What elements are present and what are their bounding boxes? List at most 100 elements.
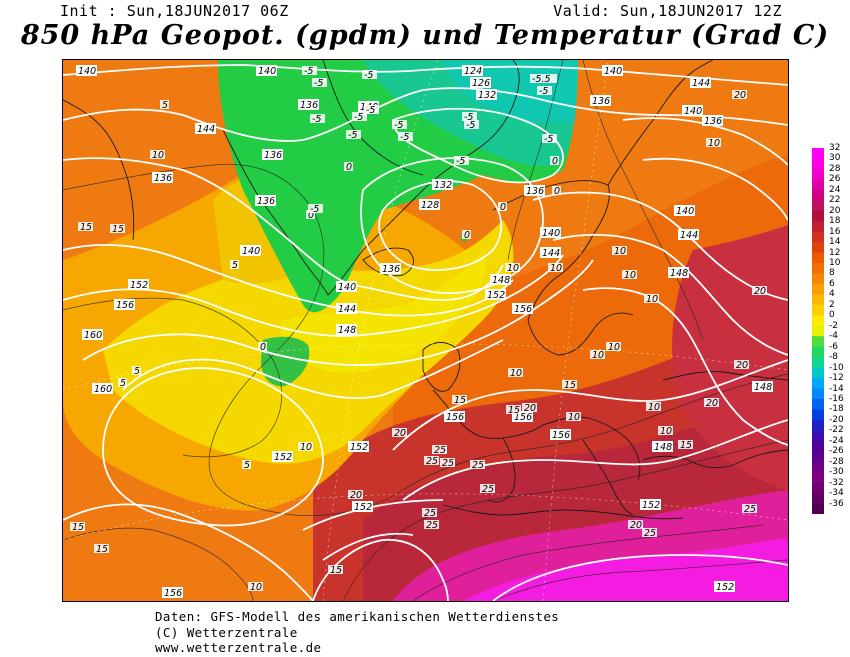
svg-text:5: 5 xyxy=(134,366,140,377)
svg-text:0: 0 xyxy=(554,186,560,197)
geopotential-contours xyxy=(63,64,788,601)
legend-swatch xyxy=(812,315,824,327)
temperature-label: 25 xyxy=(424,520,439,531)
temperature-label: 10 xyxy=(566,412,581,423)
geopotential-label: 144 xyxy=(690,77,711,89)
temperature-label: 15 xyxy=(678,440,693,451)
temperature-label: -5 xyxy=(364,105,379,116)
temperature-label: 15 xyxy=(506,405,521,416)
temperature-label: 25 xyxy=(440,458,455,469)
svg-text:156: 156 xyxy=(552,430,570,441)
geopotential-label: 140 xyxy=(256,65,277,77)
temperature-label: 0 xyxy=(550,156,559,167)
svg-text:148: 148 xyxy=(338,325,356,336)
svg-text:5: 5 xyxy=(232,260,238,271)
svg-text:15: 15 xyxy=(112,224,124,235)
temperature-label: 15 xyxy=(78,222,93,233)
geopotential-label: 148 xyxy=(652,441,673,453)
svg-text:15: 15 xyxy=(564,380,576,391)
svg-text:25: 25 xyxy=(424,508,436,519)
geopotential-label: 132 xyxy=(476,89,497,101)
svg-text:25: 25 xyxy=(472,460,484,471)
geopotential-label: 148 xyxy=(668,267,689,279)
svg-text:0: 0 xyxy=(346,162,352,173)
svg-text:136: 136 xyxy=(526,186,544,197)
geopotential-label: 148 xyxy=(336,324,357,336)
temperature-label: 10 xyxy=(298,442,313,453)
svg-text:126: 126 xyxy=(472,78,490,89)
svg-text:144: 144 xyxy=(542,248,560,259)
legend-swatch xyxy=(812,388,824,400)
legend-label: -18 xyxy=(829,404,844,415)
legend-swatch xyxy=(812,440,824,452)
legend-label: 2 xyxy=(829,299,835,310)
temperature-label: 15 xyxy=(70,522,85,533)
svg-text:156: 156 xyxy=(116,300,134,311)
temperature-label: 0 xyxy=(552,186,561,197)
legend-label: 22 xyxy=(829,195,841,206)
svg-text:20: 20 xyxy=(350,490,362,501)
temperature-label: 10 xyxy=(248,582,263,593)
legend-label: -30 xyxy=(829,467,844,478)
temperature-label: 20 xyxy=(732,90,747,101)
temperature-label: 5 xyxy=(160,100,169,111)
temperature-label: 0 xyxy=(258,342,267,353)
legend-label: 32 xyxy=(829,143,841,153)
init-time: Init : Sun,18JUN2017 06Z xyxy=(60,2,289,20)
svg-text:144: 144 xyxy=(692,78,710,89)
geopotential-label: 152 xyxy=(348,441,369,453)
geopotential-label: 152 xyxy=(352,501,373,513)
svg-text:20: 20 xyxy=(754,286,766,297)
geopotential-label: 136 xyxy=(152,172,173,184)
temperature-label: 0 xyxy=(306,210,315,221)
geopotential-label: 152 xyxy=(640,499,661,511)
temperature-label: -5 xyxy=(398,132,413,143)
legend-swatch xyxy=(812,430,824,442)
temperature-label: -5 xyxy=(392,120,407,131)
svg-text:0: 0 xyxy=(500,202,506,213)
svg-text:-5: -5 xyxy=(348,130,357,141)
svg-text:-5: -5 xyxy=(539,86,548,97)
temperature-label: 20 xyxy=(348,490,363,501)
map-title: 850 hPa Geopot. (gpdm) und Temperatur (G… xyxy=(20,20,830,51)
svg-text:148: 148 xyxy=(654,442,672,453)
legend-swatch xyxy=(812,168,824,180)
geopotential-label: 140 xyxy=(682,105,703,117)
svg-text:140: 140 xyxy=(242,246,260,257)
temperature-label: 5 xyxy=(118,378,127,389)
geopotential-label: 132 xyxy=(432,179,453,191)
temperature-label: -5.5 xyxy=(530,74,557,85)
svg-text:160: 160 xyxy=(84,330,102,341)
footer-copyright: (C) Wetterzentrale xyxy=(155,625,298,640)
svg-text:20: 20 xyxy=(734,90,746,101)
temperature-label: -5 xyxy=(308,204,323,215)
geopotential-label: 136 xyxy=(590,95,611,107)
svg-text:25: 25 xyxy=(426,520,438,531)
geopotential-label: 156 xyxy=(114,299,135,311)
svg-text:132: 132 xyxy=(478,90,496,101)
svg-text:5: 5 xyxy=(244,460,250,471)
svg-text:-5: -5 xyxy=(456,156,465,167)
svg-text:-5: -5 xyxy=(366,105,375,116)
svg-text:140: 140 xyxy=(604,66,622,77)
svg-text:25: 25 xyxy=(644,528,656,539)
geopotential-label: 144 xyxy=(195,123,216,135)
footer-url: www.wetterzentrale.de xyxy=(155,640,322,655)
temperature-label: 10 xyxy=(646,402,661,413)
temperature-label: 0 xyxy=(498,202,507,213)
legend-swatch xyxy=(812,482,824,494)
legend-label: 0 xyxy=(829,310,835,321)
svg-text:136: 136 xyxy=(264,150,282,161)
svg-text:10: 10 xyxy=(568,412,580,423)
geopotential-label: 140 xyxy=(336,281,357,293)
svg-text:20: 20 xyxy=(630,520,642,531)
geopotential-label: 136 xyxy=(380,263,401,275)
legend-label: -22 xyxy=(829,425,844,436)
geopotential-label: 136 xyxy=(255,195,276,207)
geopotential-label: 156 xyxy=(444,411,465,423)
svg-text:136: 136 xyxy=(592,96,610,107)
legend-label: -10 xyxy=(829,362,844,373)
temperature-label: -5 xyxy=(346,130,361,141)
temperature-label: 15 xyxy=(452,395,467,406)
hot-zone xyxy=(463,538,788,601)
